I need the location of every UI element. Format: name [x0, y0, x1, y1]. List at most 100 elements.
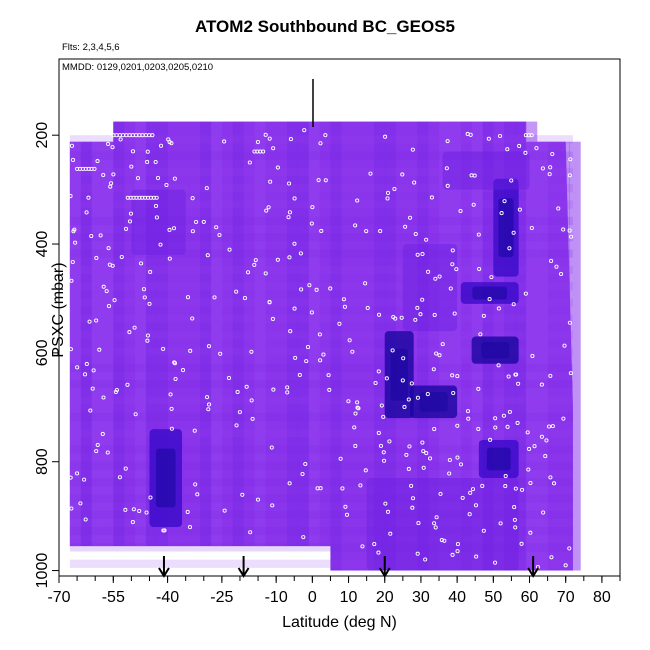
sample-marker	[111, 172, 116, 177]
sample-marker	[415, 551, 420, 556]
sample-marker	[470, 487, 476, 492]
sample-marker	[132, 325, 137, 330]
sample-marker	[95, 159, 100, 164]
sample-marker	[82, 477, 87, 482]
y-tick-label: 600	[34, 339, 51, 366]
sample-marker	[192, 428, 197, 433]
sample-marker	[548, 475, 553, 480]
sample-marker	[194, 219, 199, 225]
heatmap-column	[330, 121, 342, 571]
sample-marker	[123, 466, 128, 471]
sample-marker	[480, 483, 485, 489]
sample-marker	[353, 223, 358, 228]
heatmap-band	[69, 494, 573, 503]
sample-marker	[292, 241, 297, 246]
heatmap-cell	[131, 189, 186, 255]
sample-marker	[447, 471, 452, 476]
sample-marker	[323, 178, 328, 183]
sample-marker	[267, 300, 272, 305]
sample-marker	[130, 149, 136, 154]
sample-marker	[214, 225, 219, 230]
heatmap-cell	[472, 286, 508, 300]
sample-marker	[127, 219, 133, 224]
sample-marker	[478, 332, 483, 337]
heatmap-band	[69, 559, 573, 568]
heatmap-column	[232, 121, 245, 547]
sample-marker	[364, 229, 369, 234]
sample-marker	[337, 321, 342, 326]
sample-marker	[317, 332, 322, 337]
sample-marker	[406, 466, 411, 472]
sample-marker	[94, 449, 99, 454]
sample-marker	[567, 228, 572, 233]
x-tick-label: 60	[521, 589, 539, 606]
sample-marker	[511, 302, 516, 307]
sample-marker	[327, 387, 332, 392]
sample-marker	[466, 409, 471, 414]
sample-marker	[145, 149, 150, 154]
sample-marker	[540, 166, 545, 171]
heatmap-column	[297, 121, 310, 547]
sample-marker	[227, 247, 232, 252]
sample-marker	[376, 430, 381, 435]
x-tick-label: -40	[156, 589, 179, 606]
sample-marker	[568, 371, 573, 376]
sample-marker	[298, 251, 303, 256]
sample-marker	[530, 353, 535, 359]
sample-marker	[113, 390, 118, 395]
x-tick-label: 20	[376, 589, 394, 606]
sample-marker	[92, 166, 97, 171]
sample-marker	[509, 178, 514, 183]
sample-marker	[94, 318, 99, 323]
sample-marker	[520, 487, 525, 492]
sample-marker	[452, 311, 457, 316]
dates-subtitle: MMDD: 0129,0201,0203,0205,0210	[62, 62, 214, 73]
sample-marker	[432, 521, 437, 526]
sample-marker	[424, 451, 429, 456]
sample-marker	[563, 563, 568, 568]
sample-marker	[420, 440, 425, 445]
sample-marker	[503, 484, 508, 489]
heatmap-band	[69, 282, 573, 291]
heatmap-band	[69, 265, 573, 274]
flights-subtitle: Flts: 2,3,4,5,6	[62, 42, 120, 53]
sample-marker	[222, 139, 227, 144]
sample-marker	[434, 351, 439, 356]
sample-marker	[190, 196, 195, 201]
sample-marker	[562, 343, 567, 348]
heatmap-cell	[419, 392, 448, 412]
sample-marker	[418, 312, 423, 317]
sample-marker	[429, 195, 434, 200]
sample-marker	[106, 246, 111, 251]
sample-marker	[507, 246, 512, 251]
sample-marker	[73, 240, 78, 245]
sample-marker	[487, 297, 492, 302]
sample-marker	[323, 133, 328, 138]
sample-marker	[347, 338, 352, 343]
sample-marker	[472, 173, 477, 178]
sample-marker	[554, 264, 559, 269]
sample-marker	[376, 550, 381, 555]
sample-marker	[516, 381, 521, 386]
sample-marker	[539, 434, 544, 439]
sample-marker	[94, 255, 99, 260]
heatmap-column	[276, 121, 288, 547]
y-tick-label: 200	[34, 122, 51, 149]
sample-marker	[217, 232, 222, 238]
heatmap-band	[69, 396, 573, 405]
sample-marker	[158, 143, 164, 148]
sample-marker	[123, 226, 129, 231]
sample-marker	[534, 146, 539, 151]
sample-marker	[315, 486, 320, 491]
sample-marker	[392, 187, 397, 192]
sample-marker	[147, 301, 152, 306]
heatmap-column	[287, 121, 299, 547]
heatmap-band	[69, 527, 573, 536]
sample-marker	[90, 386, 95, 391]
sample-marker	[212, 295, 217, 300]
sample-marker	[250, 416, 255, 421]
sample-marker	[187, 525, 193, 530]
y-tick-label: 1000	[34, 553, 51, 589]
heatmap-band	[69, 167, 573, 177]
sample-marker	[318, 358, 323, 363]
